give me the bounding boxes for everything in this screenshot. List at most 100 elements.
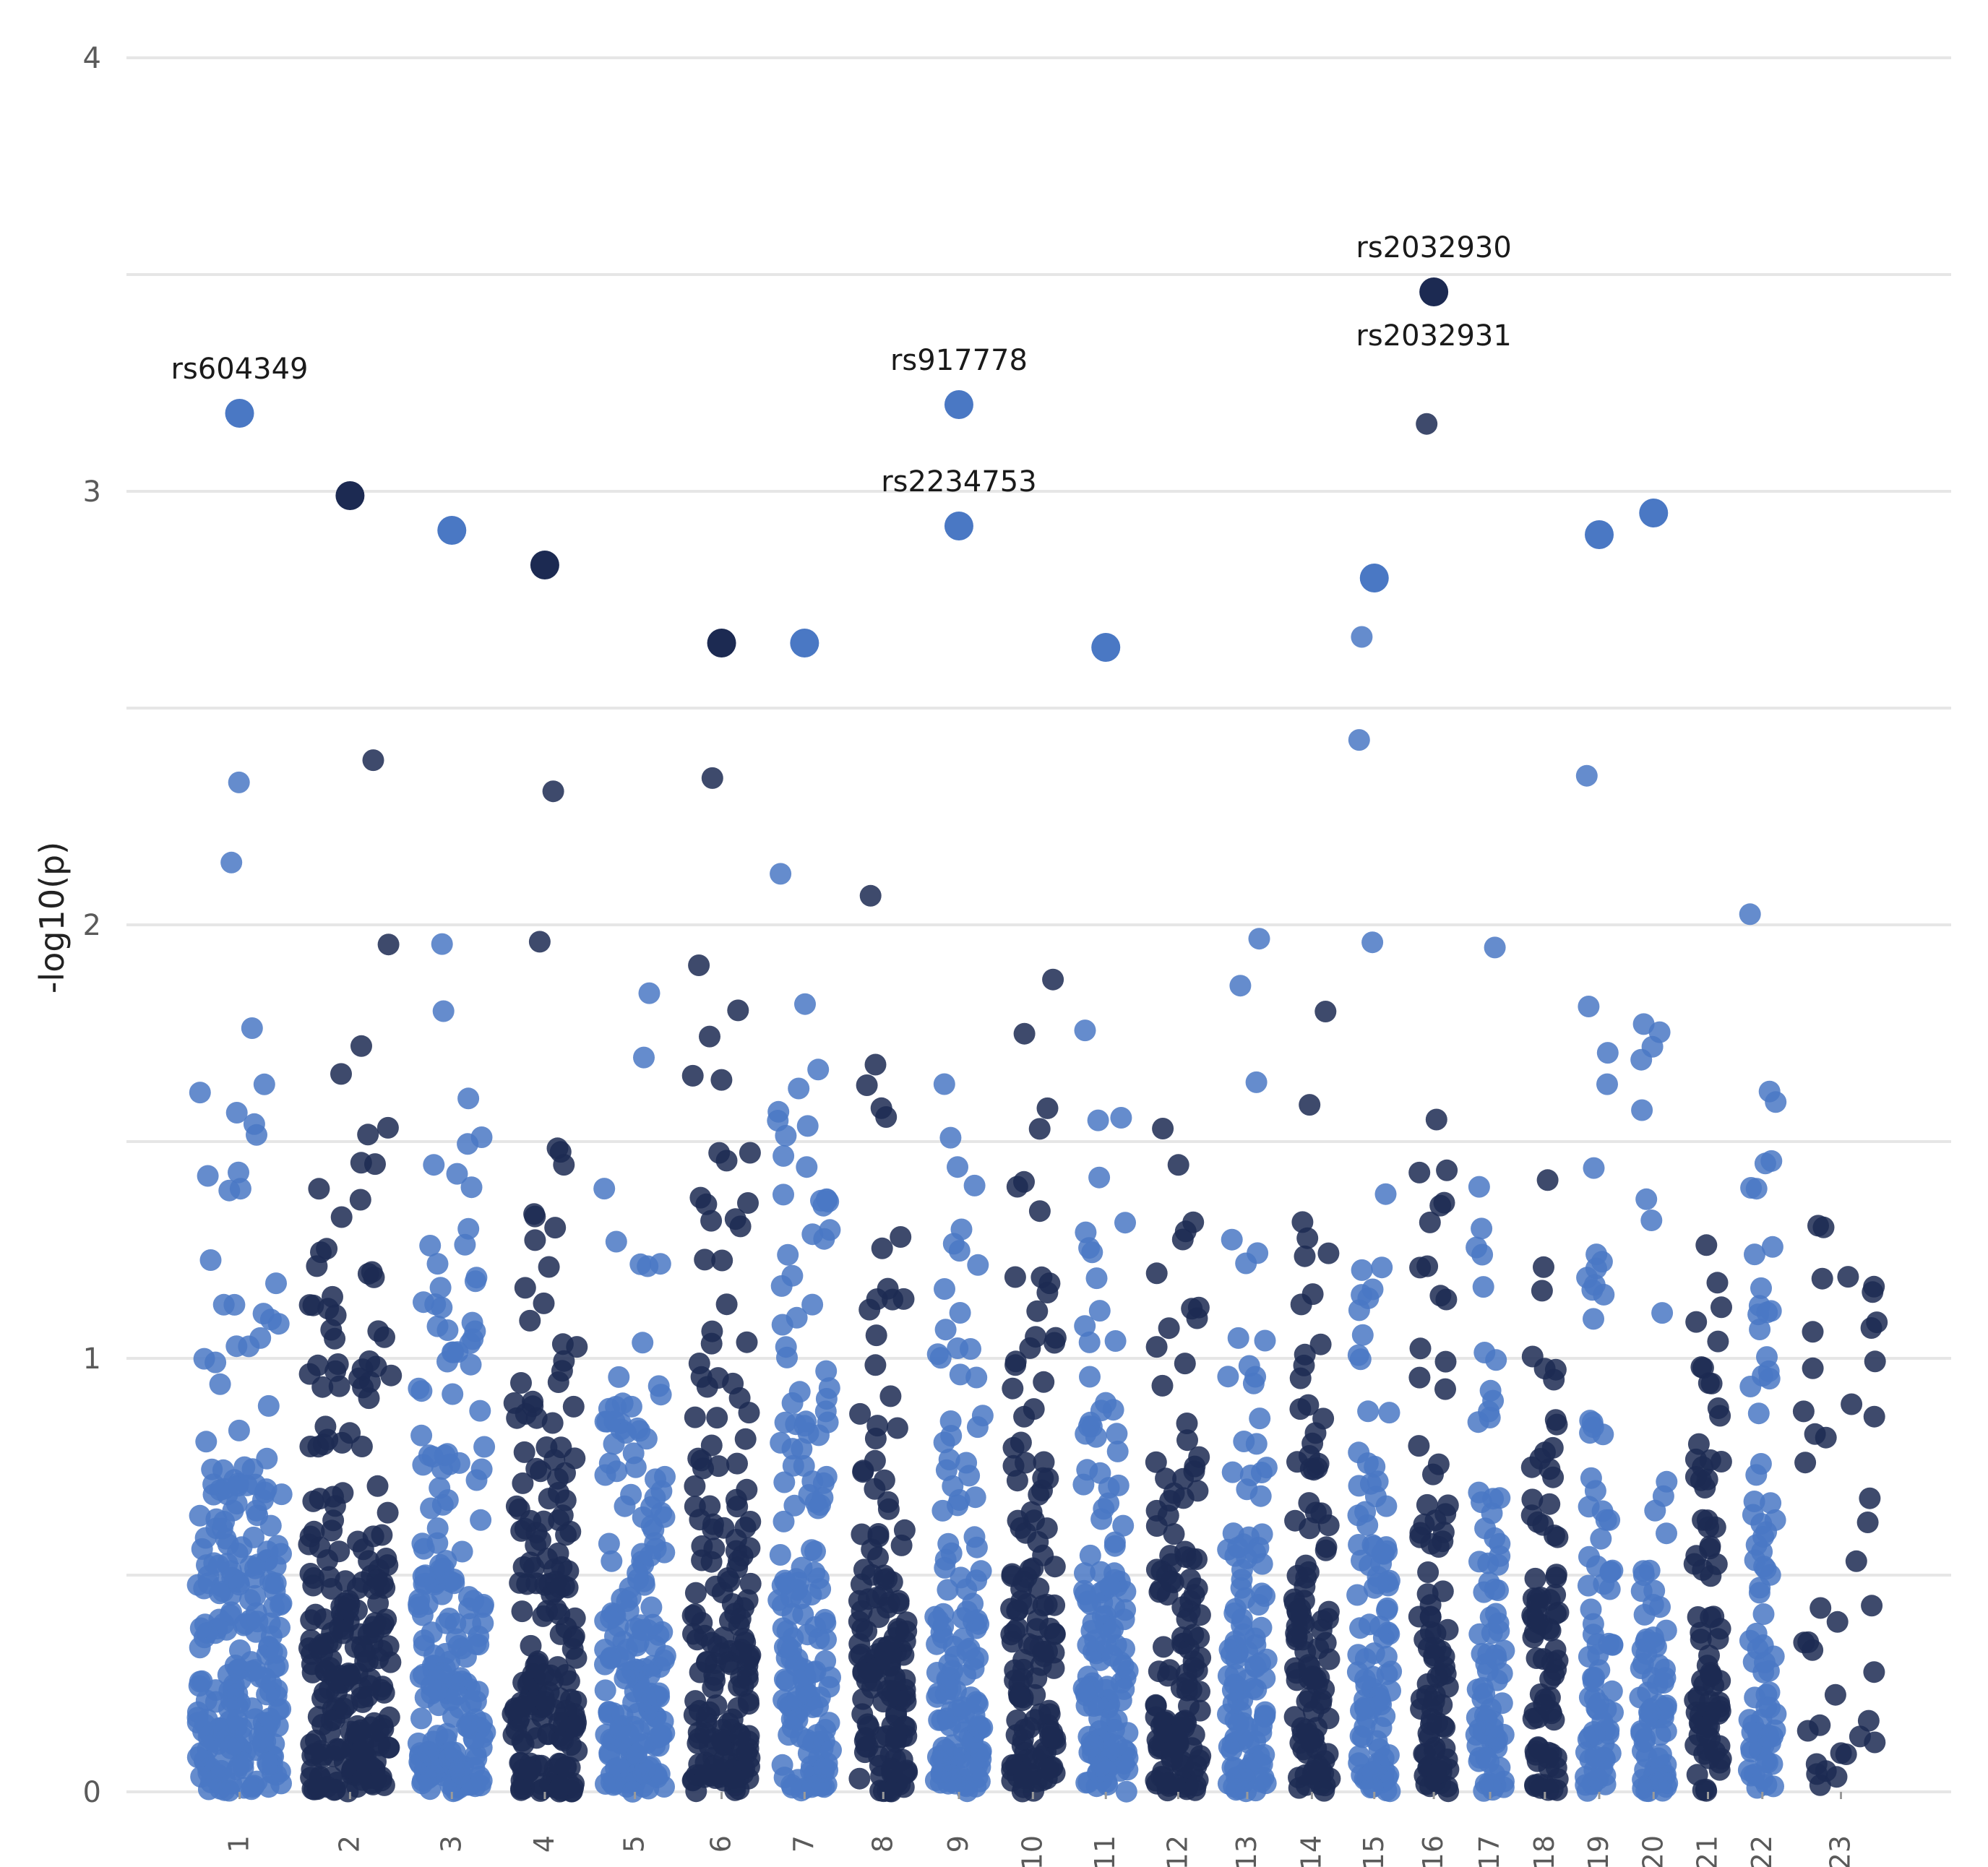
snp-point	[781, 1392, 804, 1414]
snp-point	[1283, 1706, 1306, 1728]
snp-point	[1765, 1703, 1787, 1725]
snp-point	[1036, 1097, 1059, 1119]
snp-point	[1471, 1643, 1493, 1665]
snp-point	[358, 1387, 380, 1410]
snp-point	[885, 1727, 907, 1749]
snp-point	[554, 1489, 577, 1512]
x-tick-label: 16	[1417, 1835, 1449, 1867]
snp-point	[859, 1298, 881, 1321]
snp-point	[1437, 1494, 1459, 1517]
snp-point	[1019, 1337, 1041, 1359]
snp-point	[374, 1577, 396, 1599]
snp-point	[1221, 1228, 1243, 1251]
snp-point	[698, 1701, 720, 1723]
snp-point	[688, 1353, 710, 1374]
snp-point	[1436, 1159, 1458, 1181]
snp-point	[1301, 1666, 1324, 1689]
snp-point	[795, 1410, 817, 1433]
snp-point	[519, 1309, 541, 1332]
peak-points	[225, 277, 1669, 662]
snp-point	[249, 1327, 272, 1349]
snp-point	[1356, 1452, 1379, 1475]
snp-point	[1757, 1360, 1780, 1382]
snp-point	[1376, 1597, 1398, 1619]
snp-point	[1233, 1431, 1255, 1452]
snp-point	[799, 1684, 821, 1707]
snp-point	[1811, 1267, 1833, 1290]
snp-point	[1485, 1349, 1507, 1371]
snp-point	[259, 1514, 282, 1537]
snp-point	[1074, 1681, 1096, 1703]
snp-point	[1472, 1276, 1494, 1298]
snp-point	[1642, 1626, 1664, 1649]
snp-point	[1244, 1656, 1267, 1678]
snp-point	[223, 1688, 245, 1710]
snp-point	[375, 1548, 397, 1569]
snp-point	[512, 1472, 534, 1494]
snp-point	[326, 1772, 348, 1793]
snp-point	[1314, 1001, 1337, 1022]
snp-point	[520, 1634, 542, 1657]
snp-point	[1238, 1355, 1260, 1377]
snp-point	[328, 1738, 350, 1760]
snp-point	[1544, 1525, 1565, 1547]
snp-point	[544, 1217, 567, 1239]
snp-point	[1166, 1732, 1189, 1754]
snp-point	[350, 1035, 372, 1057]
peak-point-chr11	[1091, 633, 1121, 662]
snp-point	[510, 1779, 533, 1801]
snp-point	[1695, 1234, 1718, 1256]
snp-point	[1239, 1465, 1262, 1486]
snp-point	[1588, 1659, 1611, 1681]
snp-point	[864, 1354, 887, 1376]
snp-point	[808, 1424, 830, 1446]
snp-point	[782, 1454, 804, 1477]
snp-point	[209, 1373, 231, 1395]
snp-point	[1220, 1644, 1242, 1666]
snp-point	[695, 1193, 718, 1215]
snp-point	[457, 1087, 480, 1110]
snp-point	[1706, 1272, 1729, 1294]
x-tick-label: 11	[1089, 1835, 1121, 1867]
snp-point	[1587, 1768, 1609, 1790]
snp-point	[684, 1582, 707, 1604]
x-tick-label: 21	[1692, 1835, 1724, 1867]
snp-point	[1750, 1277, 1772, 1299]
snp-point	[189, 1670, 211, 1693]
snp-point	[1752, 1526, 1775, 1548]
snp-point	[1630, 1722, 1653, 1745]
snp-point	[302, 1490, 324, 1512]
snp-point	[1152, 1118, 1174, 1139]
snp-point	[1110, 1107, 1132, 1129]
snp-point	[927, 1682, 950, 1704]
snp-point	[1690, 1621, 1712, 1644]
snp-point	[894, 1669, 916, 1691]
snp-point	[1253, 1743, 1275, 1766]
snp-point	[373, 1681, 395, 1704]
snp-point	[1695, 1780, 1718, 1802]
snp-point	[246, 1611, 269, 1633]
snp-point	[364, 1153, 386, 1176]
snp-point	[1370, 1694, 1393, 1716]
snp-point	[1413, 1513, 1435, 1535]
snp-point	[469, 1400, 491, 1422]
snp-point	[947, 1494, 969, 1517]
snp-label: rs2234753	[881, 465, 1036, 499]
snp-point	[510, 1372, 532, 1394]
snp-point	[1007, 1509, 1029, 1532]
snp-point	[1757, 1751, 1778, 1774]
snp-point	[706, 1407, 728, 1429]
snp-point	[1301, 1432, 1324, 1454]
snp-point	[1314, 1539, 1337, 1561]
snp-point	[267, 1313, 290, 1335]
x-tick-label: 14	[1295, 1835, 1327, 1867]
snp-point	[1639, 1702, 1661, 1724]
snp-point	[650, 1480, 673, 1502]
snp-point	[530, 1773, 553, 1795]
snp-point	[1537, 1746, 1559, 1769]
x-tick-label: 22	[1746, 1835, 1778, 1867]
snp-point	[722, 1372, 744, 1394]
snp-point	[1815, 1760, 1837, 1782]
snp-point	[603, 1433, 625, 1455]
